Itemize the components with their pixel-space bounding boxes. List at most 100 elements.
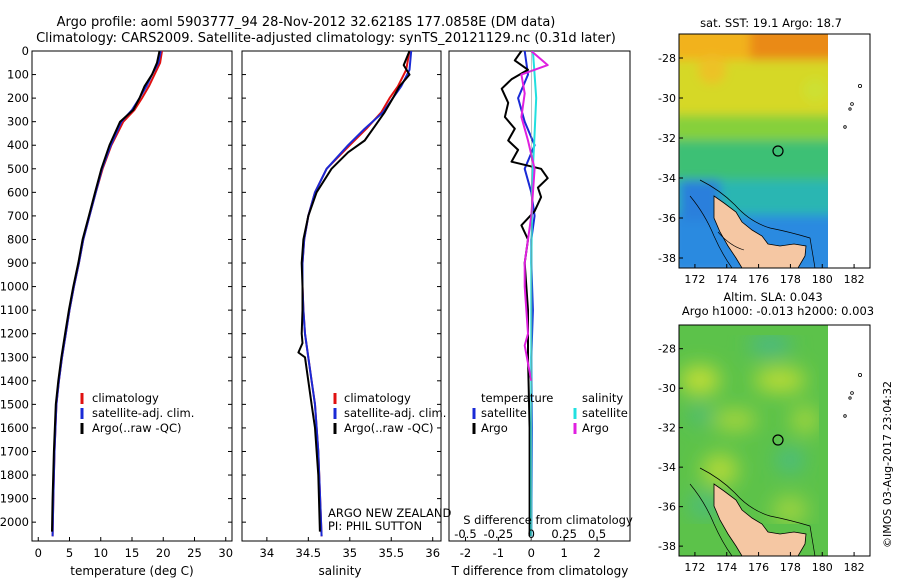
depth-tick-label: 800 bbox=[7, 232, 29, 246]
s-diff-tick-label: -0.5 bbox=[454, 527, 476, 541]
depth-tick-label: 700 bbox=[7, 209, 29, 223]
legend-sal-argo-label: Argo bbox=[582, 421, 609, 435]
x-tick-label: 25 bbox=[187, 546, 202, 560]
lon-tick-label: 182 bbox=[844, 561, 865, 574]
depth-tick-label: 1300 bbox=[0, 350, 29, 364]
legend-temp-argo-label: Argo bbox=[481, 421, 508, 435]
temperature-x-axis-label: temperature (deg C) bbox=[70, 564, 193, 578]
lon-tick-label: 174 bbox=[716, 561, 737, 574]
series-climatology-line bbox=[51, 51, 163, 537]
x-tick-label: 2 bbox=[593, 546, 600, 560]
depth-tick-label: 1700 bbox=[0, 444, 29, 458]
lat-tick-label: -36 bbox=[658, 501, 676, 514]
legend-argo-label: Argo(..raw -QC) bbox=[344, 421, 434, 435]
difference-plot-frame bbox=[448, 50, 631, 542]
series-satellite-line bbox=[301, 51, 413, 537]
depth-tick-label: 1800 bbox=[0, 468, 29, 482]
depth-tick-label: 100 bbox=[7, 68, 29, 82]
s-diff-tick-label: 0 bbox=[528, 527, 535, 541]
lat-tick-label: -30 bbox=[658, 92, 676, 105]
x-tick-label: -1 bbox=[493, 546, 504, 560]
sla-map-frame bbox=[678, 324, 871, 557]
bathymetry-contour bbox=[689, 195, 733, 268]
series-argo-line bbox=[51, 51, 161, 532]
kermadec-islands bbox=[843, 372, 863, 418]
lon-tick-label: 174 bbox=[716, 273, 737, 286]
legend-satellite-label: satellite-adj. clim. bbox=[92, 406, 194, 420]
lat-tick-label: -34 bbox=[658, 461, 676, 474]
lat-tick-label: -28 bbox=[658, 52, 676, 65]
s-diff-tick-label: 0.5 bbox=[588, 527, 606, 541]
figure-title-line2: Climatology: CARS2009. Satellite-adjuste… bbox=[36, 31, 616, 46]
depth-tick-label: 400 bbox=[7, 138, 29, 152]
depth-tick-label: 1100 bbox=[0, 303, 29, 317]
lat-tick-label: -32 bbox=[658, 132, 676, 145]
lat-tick-label: -30 bbox=[658, 382, 676, 395]
depth-tick-label: 500 bbox=[7, 162, 29, 176]
lon-tick-label: 172 bbox=[684, 273, 705, 286]
pi-label: PI: PHIL SUTTON bbox=[328, 519, 422, 533]
x-tick-label: 35 bbox=[342, 546, 357, 560]
series-satellite-line bbox=[51, 51, 162, 537]
x-tick-label: 34.5 bbox=[296, 546, 322, 560]
salinity-panel: 34 34.5 35 35.5 36 climatology satellite-adj… bbox=[241, 50, 452, 578]
lon-tick-label: 178 bbox=[780, 561, 801, 574]
temperature-legend: climatology satellite-adj. clim. Argo(..… bbox=[80, 391, 194, 435]
lon-tick-label: 172 bbox=[684, 561, 705, 574]
legend-sal-satellite-label: satellite bbox=[582, 406, 628, 420]
lon-tick-label: 176 bbox=[748, 561, 769, 574]
sst-float-marker bbox=[772, 145, 784, 157]
nz-landmass bbox=[713, 195, 807, 268]
lat-tick-label: -36 bbox=[658, 212, 676, 225]
lat-tick-label: -28 bbox=[658, 343, 676, 356]
x-tick-label: 36 bbox=[425, 546, 440, 560]
lat-tick-label: -32 bbox=[658, 422, 676, 435]
s-difference-axis-label: S difference from climatology bbox=[463, 513, 633, 527]
depth-tick-label: 1200 bbox=[0, 327, 29, 341]
lon-tick-label: 180 bbox=[812, 561, 833, 574]
legend-climatology-label: climatology bbox=[92, 391, 159, 405]
x-tick-label: 5 bbox=[66, 546, 73, 560]
legend-satellite-label: satellite-adj. clim. bbox=[344, 406, 446, 420]
lon-tick-label: 180 bbox=[812, 273, 833, 286]
lat-tick-label: -38 bbox=[658, 540, 676, 553]
sst-map-title: sat. SST: 19.1 Argo: 18.7 bbox=[700, 16, 842, 30]
difference-legend: temperature satellite Argo salinity sate… bbox=[472, 391, 628, 435]
sst-field bbox=[679, 34, 828, 268]
lon-tick-label: 176 bbox=[748, 273, 769, 286]
institution-label: ARGO NEW ZEALAND bbox=[328, 506, 452, 520]
s-diff-tick-label: -0.25 bbox=[483, 527, 513, 541]
imos-credit: ©IMOS 03-Aug-2017 23:04:32 bbox=[881, 381, 894, 548]
series-salinity-argo-line bbox=[520, 51, 549, 381]
legend-argo-label: Argo(..raw -QC) bbox=[92, 421, 182, 435]
lon-tick-label: 178 bbox=[780, 273, 801, 286]
x-tick-label: 34 bbox=[260, 546, 275, 560]
x-tick-label: 30 bbox=[218, 546, 233, 560]
depth-tick-label: 2000 bbox=[0, 515, 29, 529]
depth-tick-label: 1900 bbox=[0, 492, 29, 506]
s-diff-tick-label: 0.25 bbox=[551, 527, 577, 541]
sla-map-title-line2: Argo h1000: -0.013 h2000: 0.003 bbox=[682, 304, 874, 318]
bathymetry-contour bbox=[717, 231, 745, 251]
depth-tick-label: 300 bbox=[7, 115, 29, 129]
series-salinity-satellite-line bbox=[530, 51, 538, 537]
sla-field bbox=[679, 325, 828, 556]
x-tick-label: 20 bbox=[156, 546, 171, 560]
legend-temperature-heading: temperature bbox=[481, 391, 553, 405]
depth-tick-label: 1600 bbox=[0, 421, 29, 435]
legend-salinity-heading: salinity bbox=[582, 391, 623, 405]
temperature-plot-frame bbox=[31, 50, 233, 542]
nz-landmass bbox=[713, 483, 807, 556]
sla-map: Altim. SLA: 0.043 Argo h1000: -0.013 h20… bbox=[658, 290, 874, 574]
depth-tick-label: 200 bbox=[7, 91, 29, 105]
depth-tick-label: 1000 bbox=[0, 280, 29, 294]
depth-tick-label: 1400 bbox=[0, 374, 29, 388]
x-tick-label: 0 bbox=[528, 546, 535, 560]
legend-temp-satellite-label: satellite bbox=[481, 406, 527, 420]
t-difference-axis-label: T difference from climatology bbox=[451, 564, 629, 578]
salinity-legend: climatology satellite-adj. clim. Argo(..… bbox=[333, 391, 446, 435]
bathymetry-contour bbox=[699, 179, 816, 268]
x-tick-label: -2 bbox=[460, 546, 471, 560]
sla-float-marker bbox=[772, 434, 784, 446]
